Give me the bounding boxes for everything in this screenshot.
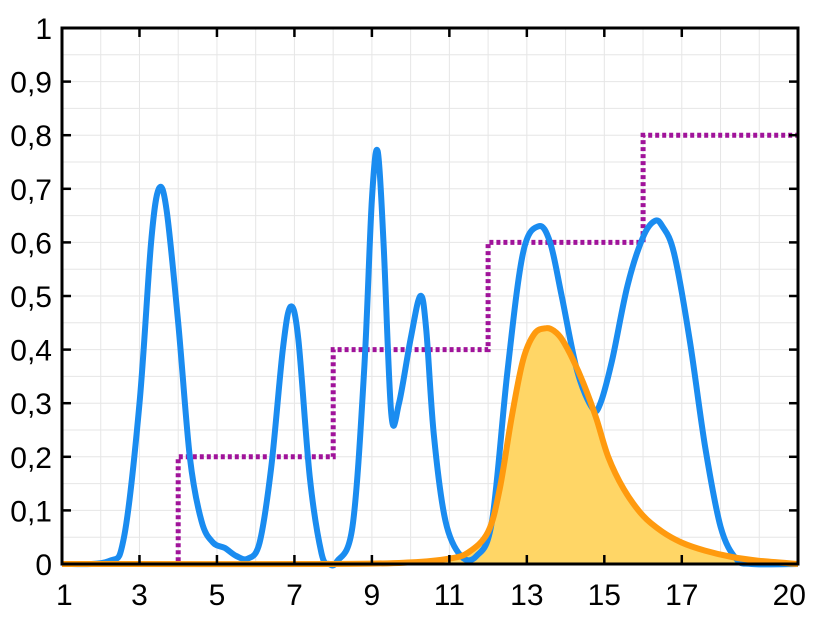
- x-tick-label: 15: [588, 579, 621, 612]
- tick-label-layer: 1 3 5 7 9 11 13 15 17 2000,10,20,30,40,50,60,70,8…: [10, 13, 806, 612]
- x-tick-label: 20: [773, 579, 806, 612]
- series-area-2: [62, 328, 798, 565]
- y-tick-label: 0,6: [10, 227, 52, 260]
- x-tick-label: 13: [510, 579, 543, 612]
- series-layer: [61, 132, 799, 569]
- y-tick-label: 0,2: [10, 442, 52, 475]
- x-tick-label: 5: [209, 579, 226, 612]
- y-tick-label: 0,9: [10, 67, 52, 100]
- y-tick-label: 0,1: [10, 495, 52, 528]
- y-tick-label: 0,4: [10, 335, 52, 368]
- series-area-line-2: [61, 325, 799, 568]
- x-tick-label: 11: [434, 579, 465, 612]
- y-tick-label: 0,8: [10, 120, 52, 153]
- grid: [61, 27, 799, 565]
- y-tick-label: 0: [35, 549, 52, 582]
- fill-layer: [62, 328, 798, 565]
- x-tick-label: 9: [364, 579, 381, 612]
- x-tick-label: 3: [131, 579, 148, 612]
- series-line-0: [61, 146, 799, 569]
- y-tick-label: 0,3: [10, 388, 52, 421]
- tick-layer: [60, 26, 800, 566]
- x-tick-label: 1: [56, 579, 73, 612]
- y-tick-label: 0,7: [10, 174, 52, 207]
- x-tick-label: 7: [286, 579, 303, 612]
- y-tick-label: 0,5: [10, 281, 52, 314]
- x-tick-label: 17: [665, 579, 698, 612]
- y-tick-label: 1: [35, 13, 52, 46]
